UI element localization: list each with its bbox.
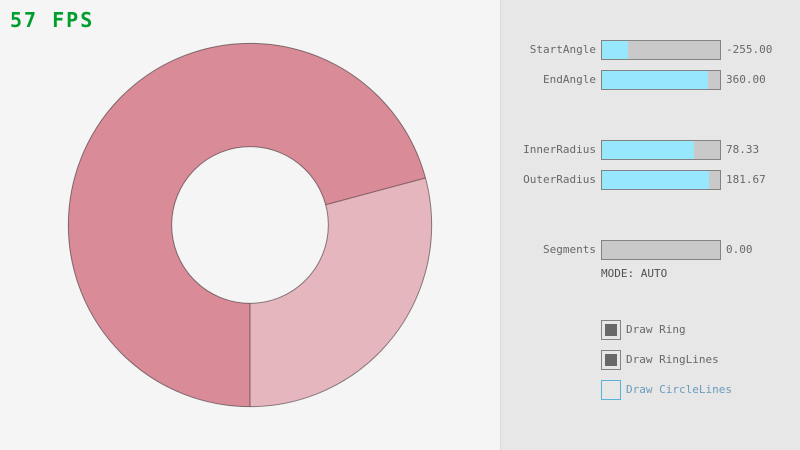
ring-chart (67, 42, 433, 408)
slider-row-endangle: EndAngle 360.00 (501, 70, 800, 90)
checkbox-box[interactable] (601, 320, 621, 340)
slider-fill (602, 71, 709, 89)
ring-radial-line-start (325, 177, 426, 206)
ring-inner-line (171, 146, 329, 304)
slider-track-endangle[interactable] (601, 70, 721, 90)
slider-label-innerradius: InnerRadius (523, 143, 596, 156)
slider-track-startangle[interactable] (601, 40, 721, 60)
ring-lines (67, 42, 433, 408)
slider-label-startangle: StartAngle (529, 43, 596, 56)
slider-row-segments: Segments 0.00 (501, 240, 800, 260)
slider-value-innerradius: 78.33 (726, 143, 760, 156)
check-mark-icon (605, 354, 617, 366)
slider-row-outerradius: OuterRadius 181.67 (501, 170, 800, 190)
slider-label-segments: Segments (543, 243, 596, 256)
checkbox-label: Draw CircleLines (626, 383, 732, 396)
slider-value-segments: 0.00 (726, 243, 753, 256)
checkbox-draw-ring[interactable]: Draw Ring (601, 320, 800, 340)
mode-label: MODE: AUTO (601, 267, 668, 280)
ring-sector-light (250, 177, 432, 407)
checkbox-box[interactable] (601, 350, 621, 370)
slider-fill (602, 41, 628, 59)
slider-label-outerradius: OuterRadius (523, 173, 596, 186)
slider-value-startangle: -255.00 (726, 43, 773, 56)
slider-row-innerradius: InnerRadius 78.33 (501, 140, 800, 160)
slider-value-endangle: 360.00 (726, 73, 766, 86)
slider-track-segments[interactable] (601, 240, 721, 260)
check-mark-icon (605, 324, 617, 336)
checkbox-box[interactable] (601, 380, 621, 400)
slider-track-innerradius[interactable] (601, 140, 721, 160)
ring-outer-line (67, 42, 433, 408)
checkbox-draw-ringlines[interactable]: Draw RingLines (601, 350, 800, 370)
fps-counter: 57 FPS (10, 8, 95, 32)
slider-track-outerradius[interactable] (601, 170, 721, 190)
checkbox-label: Draw RingLines (626, 353, 719, 366)
slider-fill (602, 141, 695, 159)
control-panel: StartAngle -255.00 EndAngle 360.00 Inner… (500, 0, 800, 450)
ring-sector-dark (68, 43, 426, 407)
slider-value-outerradius: 181.67 (726, 173, 766, 186)
slider-fill (602, 171, 710, 189)
slider-row-startangle: StartAngle -255.00 (501, 40, 800, 60)
checkbox-draw-circlelines[interactable]: Draw CircleLines (601, 380, 800, 400)
slider-label-endangle: EndAngle (543, 73, 596, 86)
checkbox-label: Draw Ring (626, 323, 686, 336)
